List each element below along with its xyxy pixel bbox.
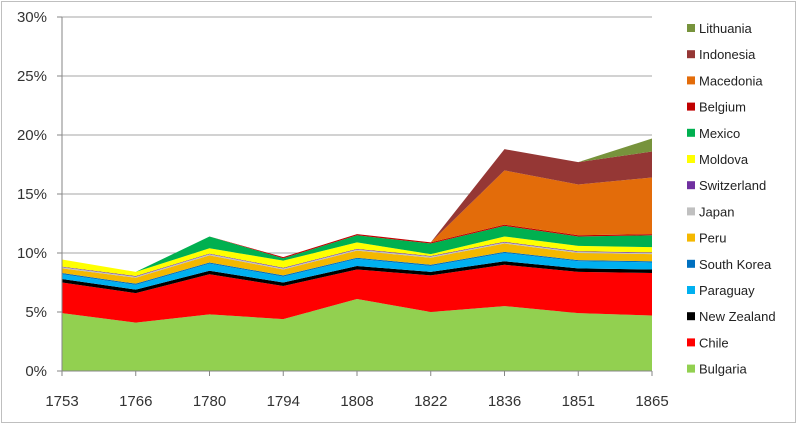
legend-swatch	[687, 24, 695, 32]
area-series-belgium	[62, 224, 652, 272]
legend-swatch	[687, 338, 695, 347]
legend-swatch	[687, 312, 695, 321]
x-tick-label: 1808	[340, 393, 373, 410]
y-tick-label: 15%	[17, 186, 47, 203]
legend-item: Peru	[687, 231, 726, 246]
area-series-moldova	[62, 236, 652, 277]
legend-item: Paraguay	[687, 283, 755, 298]
y-tick-label: 0%	[25, 363, 47, 380]
legend-swatch	[687, 207, 695, 216]
legend-item: Macedonia	[687, 73, 763, 88]
legend-swatch	[687, 50, 695, 59]
legend: Lithuania Indonesia Macedonia Belgium Mexico…	[687, 21, 776, 377]
y-tick-label: 30%	[17, 9, 47, 26]
legend-swatch	[687, 364, 695, 373]
legend-item: Mexico	[687, 126, 740, 141]
legend-swatch	[687, 286, 695, 294]
legend-label: New Zealand	[699, 309, 776, 324]
area-series-indonesia	[62, 149, 652, 272]
legend-label: Paraguay	[699, 283, 755, 298]
area-series-mexico	[62, 225, 652, 272]
x-tick-label: 1851	[562, 393, 595, 410]
legend-item: Indonesia	[687, 47, 756, 62]
legend-item: Chile	[687, 335, 729, 350]
area-series-peru	[62, 243, 652, 284]
legend-item: Lithuania	[687, 21, 753, 36]
legend-label: Peru	[699, 231, 726, 246]
legend-label: Indonesia	[699, 47, 756, 62]
area-series-chile	[62, 264, 652, 323]
legend-label: Switzerland	[699, 178, 766, 193]
legend-item: Japan	[687, 204, 734, 219]
legend-item: Belgium	[687, 100, 746, 115]
x-tick-label: 1766	[119, 393, 152, 410]
plot-area	[62, 138, 652, 371]
legend-label: Belgium	[699, 100, 746, 115]
x-tick-label: 1753	[45, 393, 78, 410]
legend-item: Switzerland	[687, 178, 766, 193]
legend-item: South Korea	[687, 257, 772, 272]
y-tick-label: 10%	[17, 245, 47, 262]
legend-swatch	[687, 233, 695, 242]
x-tick-label: 1794	[267, 393, 300, 410]
legend-label: Japan	[699, 204, 734, 219]
legend-label: Mexico	[699, 126, 740, 141]
legend-item: Bulgaria	[687, 362, 747, 377]
x-tick-label: 1836	[488, 393, 521, 410]
area-series-bulgaria	[62, 299, 652, 371]
y-tick-label: 20%	[17, 127, 47, 144]
legend-swatch	[687, 155, 695, 163]
legend-label: Chile	[699, 335, 729, 350]
area-series-paraguay	[62, 253, 652, 290]
x-tick-label: 1865	[635, 393, 668, 410]
legend-label: Lithuania	[699, 21, 753, 36]
y-tick-label: 25%	[17, 68, 47, 85]
legend-swatch	[687, 102, 695, 111]
legend-label: South Korea	[699, 257, 772, 272]
legend-swatch	[687, 76, 695, 85]
legend-swatch	[687, 259, 695, 268]
x-axis-ticks: 1753 1766 1780 1794 1808 1822 1836 1851 1865	[45, 371, 669, 410]
legend-label: Moldova	[699, 152, 749, 167]
area-series-macedonia	[62, 170, 652, 272]
area-series-new-zealand	[62, 261, 652, 294]
legend-label: Macedonia	[699, 73, 763, 88]
x-tick-label: 1780	[193, 393, 226, 410]
y-tick-label: 5%	[25, 304, 47, 321]
y-axis-ticks: 0% 5% 10% 15% 20% 25% 30%	[17, 9, 62, 380]
legend-item: Moldova	[687, 152, 749, 167]
area-series-south-korea	[62, 251, 652, 285]
legend-swatch	[687, 181, 695, 190]
legend-label: Bulgaria	[699, 362, 747, 377]
legend-item: New Zealand	[687, 309, 776, 324]
legend-swatch	[687, 128, 695, 137]
x-tick-label: 1822	[414, 393, 447, 410]
